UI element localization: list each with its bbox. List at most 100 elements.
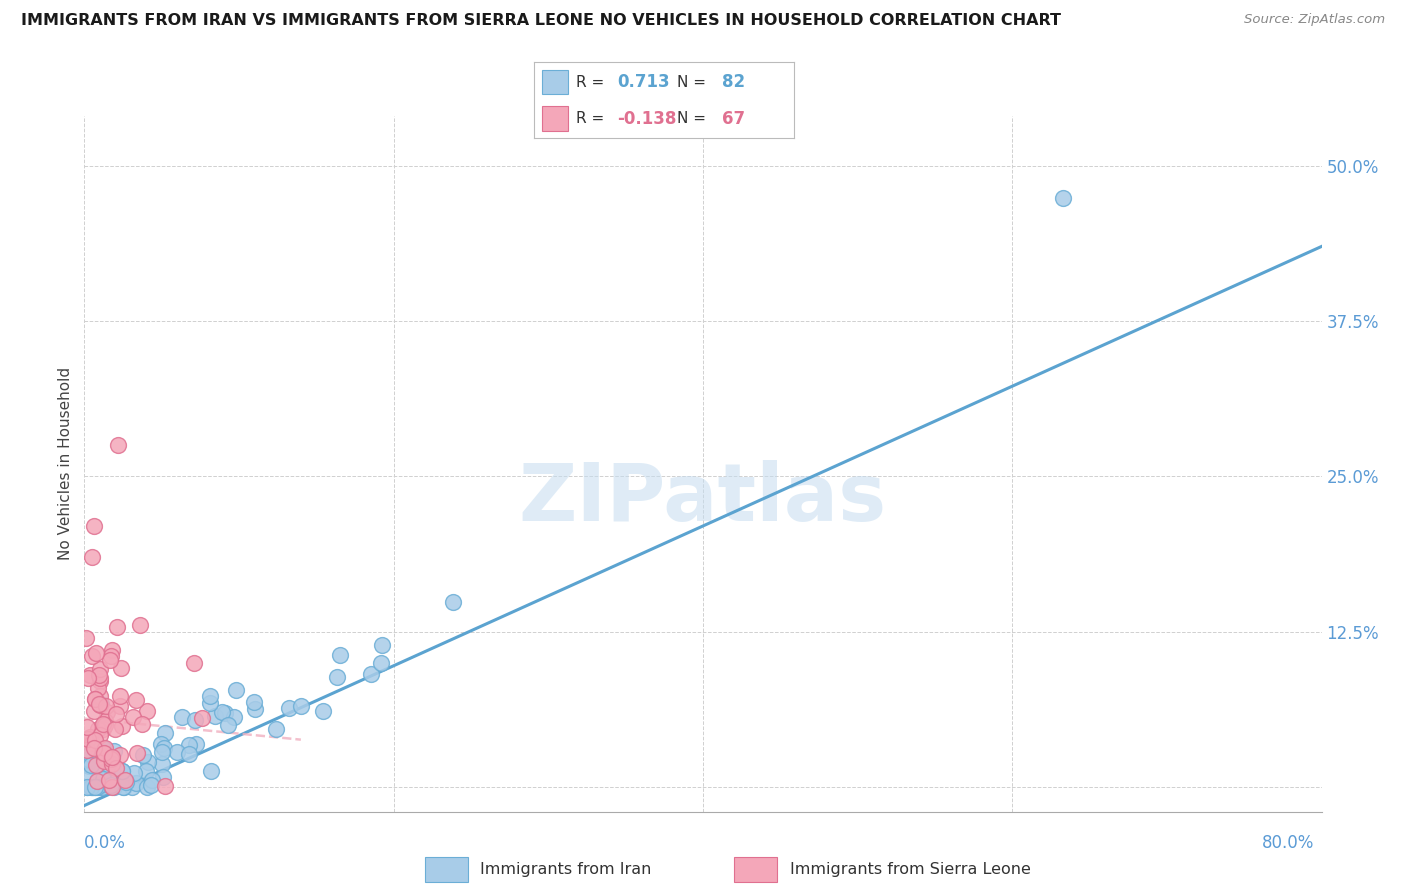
Point	[79, 730, 101, 744]
Point	[89, 766, 111, 780]
Point	[104, 776, 127, 790]
Point	[82, 780, 104, 794]
Point	[94, 714, 117, 729]
Point	[139, 778, 162, 792]
Point	[90, 741, 112, 756]
Point	[86, 780, 108, 794]
Text: Immigrants from Iran: Immigrants from Iran	[481, 863, 651, 877]
Point	[84, 647, 107, 661]
Point	[83, 741, 105, 756]
Point	[186, 737, 208, 751]
Point	[89, 673, 111, 688]
Point	[101, 751, 124, 765]
Point	[1052, 191, 1074, 205]
Point	[96, 699, 118, 714]
Point	[90, 780, 112, 794]
Point	[153, 740, 176, 755]
Point	[225, 682, 247, 697]
Point	[150, 745, 173, 759]
Point	[83, 692, 105, 706]
Point	[77, 767, 100, 781]
Point	[131, 717, 153, 731]
Point	[110, 661, 132, 675]
Point	[83, 519, 105, 533]
Point	[93, 746, 115, 760]
FancyBboxPatch shape	[734, 857, 778, 882]
Point	[105, 762, 128, 776]
Point	[200, 764, 222, 779]
Point	[153, 779, 176, 793]
Point	[360, 667, 382, 681]
Point	[100, 757, 122, 772]
Point	[101, 642, 124, 657]
Point	[79, 759, 101, 773]
Point	[141, 772, 163, 787]
Point	[89, 689, 111, 703]
Point	[87, 681, 110, 696]
Point	[89, 671, 111, 685]
Text: 0.0%: 0.0%	[84, 834, 127, 852]
Point	[80, 780, 103, 794]
Point	[107, 772, 129, 786]
Point	[100, 778, 122, 792]
Point	[75, 632, 97, 646]
Point	[131, 747, 153, 762]
Point	[94, 718, 117, 732]
Point	[84, 780, 107, 794]
Y-axis label: No Vehicles in Household: No Vehicles in Household	[58, 368, 73, 560]
Point	[112, 780, 135, 794]
Point	[82, 649, 104, 664]
Point	[177, 747, 200, 762]
Point	[371, 638, 394, 652]
Point	[80, 736, 103, 750]
Point	[277, 701, 299, 715]
Point	[87, 722, 110, 736]
Point	[191, 711, 214, 725]
Text: R =: R =	[576, 111, 609, 126]
Text: R =: R =	[576, 75, 609, 90]
Point	[121, 780, 143, 794]
Point	[312, 704, 335, 718]
Point	[80, 757, 103, 772]
Point	[326, 670, 349, 684]
Text: 82: 82	[721, 73, 745, 91]
Point	[93, 764, 115, 778]
Point	[84, 732, 107, 747]
Point	[153, 726, 176, 740]
Point	[89, 728, 111, 742]
Point	[177, 738, 200, 752]
Point	[76, 720, 98, 734]
Point	[150, 756, 173, 771]
Text: N =: N =	[678, 75, 711, 90]
Point	[86, 774, 108, 789]
Point	[87, 780, 110, 794]
Point	[103, 744, 125, 758]
Point	[129, 618, 152, 632]
Point	[76, 780, 98, 794]
Point	[84, 691, 107, 706]
Point	[91, 740, 114, 755]
Point	[115, 775, 138, 789]
Text: ZIPatlas: ZIPatlas	[519, 459, 887, 538]
Point	[125, 746, 148, 760]
Point	[110, 690, 132, 704]
Point	[98, 759, 121, 773]
Text: Source: ZipAtlas.com: Source: ZipAtlas.com	[1244, 13, 1385, 27]
Point	[108, 699, 131, 714]
Point	[98, 653, 121, 667]
FancyBboxPatch shape	[543, 70, 568, 95]
Point	[89, 668, 111, 682]
Point	[125, 693, 148, 707]
Point	[84, 758, 107, 772]
Point	[86, 773, 108, 788]
Point	[122, 709, 145, 723]
Point	[77, 671, 100, 685]
Point	[104, 772, 127, 787]
Point	[101, 780, 124, 794]
Point	[91, 747, 114, 761]
Point	[97, 772, 120, 787]
Point	[183, 657, 205, 671]
Point	[108, 747, 131, 762]
Point	[76, 780, 98, 794]
Point	[91, 772, 114, 786]
